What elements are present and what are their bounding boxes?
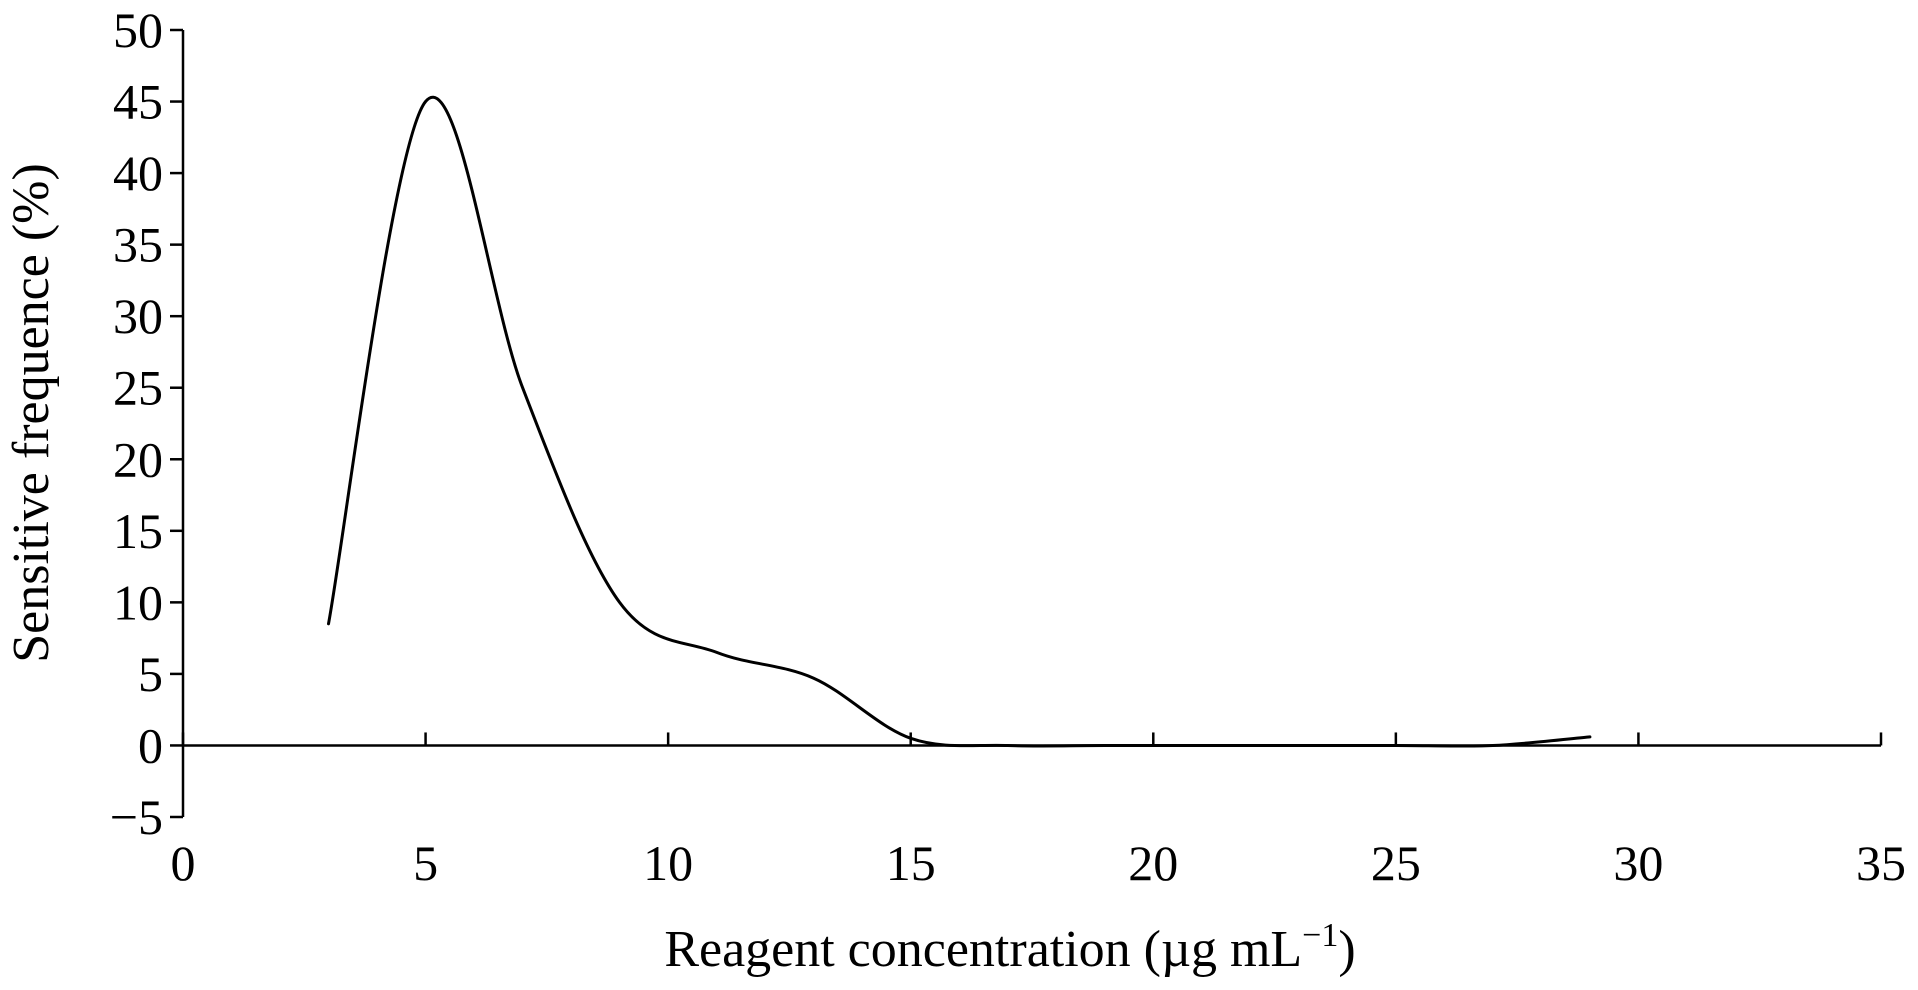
series-layer [327, 96, 1592, 748]
x-tick-label: 10 [643, 835, 693, 891]
y-tick-label: 40 [113, 145, 163, 201]
y-tick-label: 25 [113, 360, 163, 416]
y-axis-label: Sensitive frequence (%) [3, 163, 60, 663]
x-tick-label: 30 [1613, 835, 1663, 891]
y-tick-label: 5 [138, 646, 163, 702]
x-axis-label-superscript: −1 [1302, 917, 1338, 954]
x-tick-label: 20 [1128, 835, 1178, 891]
y-tick-label: 35 [113, 217, 163, 273]
y-tick-label: −5 [110, 789, 163, 845]
x-axis-label-close: ) [1338, 921, 1355, 978]
y-tick-label: 10 [113, 574, 163, 630]
x-tick-label: 35 [1856, 835, 1906, 891]
y-tick-label: 45 [113, 74, 163, 130]
y-tick-label: 30 [113, 288, 163, 344]
x-tick-label: 5 [413, 835, 438, 891]
x-axis-label-text: Reagent concentration (µg mL [664, 921, 1302, 978]
x-tick-label: 15 [886, 835, 936, 891]
y-tick-label: 20 [113, 431, 163, 487]
y-tick-label: 50 [113, 2, 163, 58]
x-tick-label: 0 [171, 835, 196, 891]
series-line [327, 96, 1592, 748]
axes [181, 30, 1881, 817]
y-tick-label: 0 [138, 717, 163, 773]
ticks [170, 28, 1883, 819]
x-tick-label: 25 [1371, 835, 1421, 891]
y-tick-label: 15 [113, 503, 163, 559]
x-axis-label: Reagent concentration (µg mL−1) [664, 917, 1355, 978]
